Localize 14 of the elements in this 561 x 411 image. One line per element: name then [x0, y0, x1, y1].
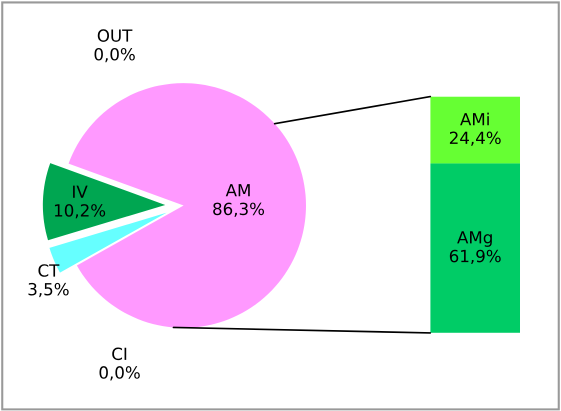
text: 0,0% — [94, 48, 135, 62]
slice-label: CT — [38, 264, 60, 277]
data-label: 61,9% — [450, 250, 501, 264]
slice-label: IV — [73, 186, 88, 198]
category-label: OUT — [98, 29, 132, 42]
series-label: AMi — [460, 112, 489, 126]
slice-label: AM — [226, 184, 250, 196]
text: 0,0% — [99, 366, 140, 380]
data-label: 3,5% — [28, 282, 69, 298]
data-label: 24,4% — [450, 132, 501, 146]
data-label: 86,3% — [213, 202, 264, 217]
data-label: 10,2% — [54, 204, 106, 218]
series-label: AMg — [457, 231, 492, 247]
category-label: CI — [112, 348, 126, 360]
